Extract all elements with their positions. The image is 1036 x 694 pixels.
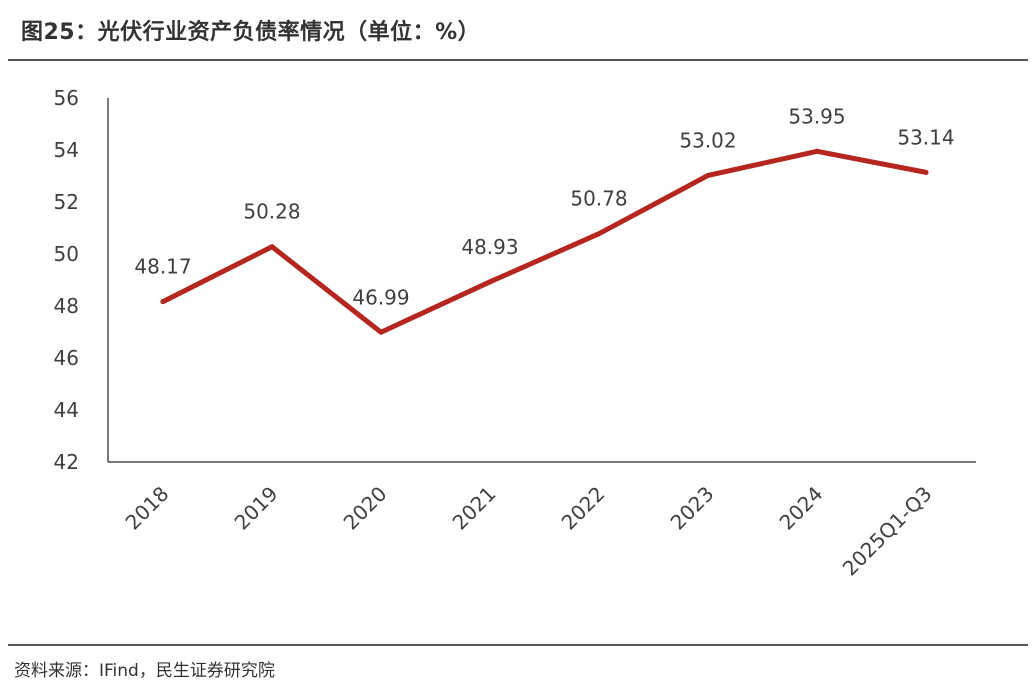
x-axis: 2018 2019 2020 2021 2022 2023 2024 2025Q1-Q3 — [108, 461, 976, 581]
data-point — [596, 231, 602, 237]
y-tick-label: 54 — [54, 138, 79, 162]
data-label: 46.99 — [352, 285, 409, 309]
data-point — [814, 148, 820, 154]
data-label: 53.02 — [679, 128, 736, 152]
data-label: 48.17 — [134, 255, 191, 279]
x-tick-label: 2019 — [230, 482, 283, 535]
series-line — [160, 148, 929, 335]
y-tick-label: 50 — [54, 242, 79, 266]
data-point — [923, 169, 929, 175]
figure-title: 图25：光伏行业资产负债率情况（单位：%） — [21, 20, 481, 45]
data-point — [378, 329, 384, 335]
data-labels: 48.17 50.28 46.99 48.93 50.78 53.02 53.95 53.14 — [134, 104, 954, 309]
x-tick-label: 2025Q1-Q3 — [838, 482, 937, 581]
x-tick-label: 2018 — [121, 482, 174, 535]
title-divider — [8, 59, 1028, 61]
y-tick-label: 52 — [54, 190, 79, 214]
data-label: 50.78 — [570, 187, 627, 211]
data-point — [160, 299, 166, 305]
y-tick-label: 56 — [54, 86, 79, 110]
source-note: 资料来源：IFind，民生证券研究院 — [14, 661, 275, 681]
y-tick-label: 48 — [54, 294, 79, 318]
data-point — [269, 244, 275, 250]
x-tick-label: 2020 — [339, 482, 392, 535]
y-axis: 42 44 46 48 50 52 54 56 — [54, 86, 109, 474]
y-tick-label: 42 — [54, 450, 79, 474]
data-label: 48.93 — [461, 235, 518, 259]
data-label: 53.14 — [897, 125, 954, 149]
footer-divider — [8, 644, 1028, 646]
x-tick-label: 2023 — [666, 482, 719, 535]
data-label: 53.95 — [788, 104, 845, 128]
data-point — [705, 172, 711, 178]
y-tick-label: 46 — [54, 346, 79, 370]
x-tick-label: 2024 — [775, 482, 828, 535]
data-point — [487, 279, 493, 285]
data-series — [160, 148, 929, 335]
x-tick-label: 2022 — [557, 482, 610, 535]
x-tick-label: 2021 — [448, 482, 501, 535]
line-chart: 42 44 46 48 50 52 54 56 2018 2019 2020 2021 2022 202… — [54, 86, 976, 581]
data-label: 50.28 — [243, 200, 300, 224]
y-tick-label: 44 — [54, 398, 79, 422]
